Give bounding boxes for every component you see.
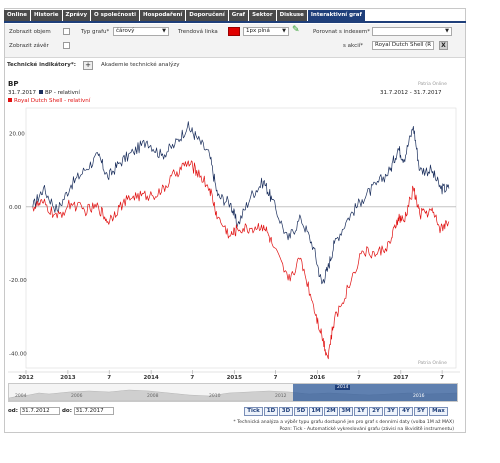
legend-date: 31.7.2017 bbox=[8, 90, 36, 96]
source-label-bottom: Patria Online bbox=[418, 361, 447, 366]
trend-line-label: Trendová linka bbox=[178, 29, 218, 35]
from-date-label: od: bbox=[8, 408, 18, 414]
range-button-3y[interactable]: 3Y bbox=[384, 407, 398, 416]
range-button-tick[interactable]: Tick bbox=[244, 407, 263, 416]
add-indicator-button[interactable]: + bbox=[83, 61, 93, 70]
pencil-icon[interactable]: ✎ bbox=[292, 25, 300, 35]
range-button-1m[interactable]: 1M bbox=[309, 407, 323, 416]
legend-text-rds: Royal Dutch Shell - relativní bbox=[14, 98, 91, 104]
range-button-1d[interactable]: 1D bbox=[264, 407, 278, 416]
legend-rds: Royal Dutch Shell - relativní bbox=[8, 98, 90, 104]
stock-label: s akcií* bbox=[343, 43, 363, 49]
show-volume-checkbox[interactable] bbox=[63, 28, 70, 35]
range-buttons: Tick 1D 3D 5D 1M 2M 3M 1Y 2Y 3Y 4Y 5Y Max bbox=[244, 407, 448, 416]
color-swatch[interactable] bbox=[228, 27, 240, 36]
chevron-down-icon: ▼ bbox=[162, 28, 166, 34]
tab-5[interactable]: Doporučení bbox=[186, 10, 228, 21]
to-date-input[interactable]: 31.7.2017 bbox=[73, 407, 114, 415]
tab-1[interactable]: Historie bbox=[31, 10, 62, 21]
tab-6[interactable]: Graf bbox=[228, 10, 249, 21]
to-date-label: do: bbox=[62, 408, 72, 414]
nav-label-2006: 2006 bbox=[71, 394, 83, 399]
range-button-5y[interactable]: 5Y bbox=[414, 407, 428, 416]
legend-swatch-bp bbox=[39, 90, 43, 94]
range-button-1y[interactable]: 1Y bbox=[354, 407, 368, 416]
tab-2[interactable]: Zprávy bbox=[62, 10, 91, 21]
show-close-label: Zobrazit závěr bbox=[9, 43, 49, 49]
compare-index-select[interactable]: ▼ bbox=[372, 27, 452, 36]
show-close-checkbox[interactable] bbox=[63, 42, 70, 49]
nav-label-2016: 2016 bbox=[413, 394, 425, 399]
from-date-group: od: 31.7.2012 bbox=[8, 407, 60, 415]
timeline-navigator[interactable]: 2004 2006 2008 2010 2012 2014 2016 bbox=[8, 383, 458, 402]
legend-bp: 31.7.2017 BP - relativní bbox=[8, 90, 80, 96]
chevron-down-icon: ▼ bbox=[282, 28, 286, 34]
navigator-graph bbox=[9, 384, 457, 401]
stock-value: Royal Dutch Shell (R bbox=[375, 42, 432, 48]
range-button-4y[interactable]: 4Y bbox=[399, 407, 413, 416]
tab-bar: Online Historie Zprávy O společnosti Hospoda… bbox=[4, 10, 365, 21]
range-button-max[interactable]: Max bbox=[429, 407, 448, 416]
tab-9[interactable]: Interaktivní graf bbox=[307, 10, 365, 21]
tab-8[interactable]: Diskuse bbox=[276, 10, 307, 21]
note-tick: Pozn: Tick - Automatické vykreslování gr… bbox=[279, 427, 455, 432]
to-date-group: do: 31.7.2017 bbox=[62, 407, 114, 415]
show-volume-label: Zobrazit objem bbox=[9, 29, 51, 35]
range-button-2m[interactable]: 2M bbox=[324, 407, 338, 416]
technical-indicators-row: Technické indikátory*: + Akademie techni… bbox=[5, 60, 465, 72]
range-button-5d[interactable]: 5D bbox=[294, 407, 308, 416]
note-technical-analysis: * Technická analýza a výběr typu grafu d… bbox=[233, 420, 454, 425]
remove-comparison-button[interactable]: X bbox=[439, 41, 448, 50]
line-style-select[interactable]: 1px plná ▼ bbox=[243, 27, 289, 36]
chart-type-value: čárový bbox=[116, 28, 135, 34]
tab-7[interactable]: Sektor bbox=[249, 10, 276, 21]
legend-text-bp: BP - relativní bbox=[45, 90, 80, 96]
range-button-2y[interactable]: 2Y bbox=[369, 407, 383, 416]
legend-swatch-rds bbox=[8, 98, 12, 102]
chart-controls: Zobrazit objem Zobrazit závěr Typ grafu*… bbox=[5, 24, 465, 58]
tab-4[interactable]: Hospodaření bbox=[139, 10, 186, 21]
nav-label-2004: 2004 bbox=[15, 394, 27, 399]
range-button-3d[interactable]: 3D bbox=[279, 407, 293, 416]
date-range-label: 31.7.2012 - 31.7.2017 bbox=[380, 90, 442, 96]
tab-3[interactable]: O společnosti bbox=[91, 10, 139, 21]
source-label-top: Patria Online bbox=[418, 82, 447, 87]
stock-input[interactable]: Royal Dutch Shell (R bbox=[372, 41, 434, 50]
nav-label-2010: 2010 bbox=[209, 394, 221, 399]
chart-type-select[interactable]: čárový ▼ bbox=[113, 27, 169, 36]
tab-underline bbox=[4, 21, 466, 23]
compare-index-label: Porovnat s indexem* bbox=[313, 29, 370, 35]
chart-title: BP bbox=[8, 80, 19, 88]
nav-label-2012: 2012 bbox=[275, 394, 287, 399]
tech-indicators-label: Technické indikátory*: bbox=[7, 62, 76, 68]
line-style-value: 1px plná bbox=[246, 28, 270, 34]
academy-link[interactable]: Akademie technické analýzy bbox=[101, 62, 180, 68]
nav-label-2008: 2008 bbox=[147, 394, 159, 399]
range-button-3m[interactable]: 3M bbox=[339, 407, 353, 416]
chart-type-label: Typ grafu* bbox=[81, 29, 110, 35]
from-date-input[interactable]: 31.7.2012 bbox=[19, 407, 60, 415]
nav-highlight-label: 2014 bbox=[335, 385, 351, 390]
tab-0[interactable]: Online bbox=[4, 10, 31, 21]
chevron-down-icon: ▼ bbox=[445, 28, 449, 34]
